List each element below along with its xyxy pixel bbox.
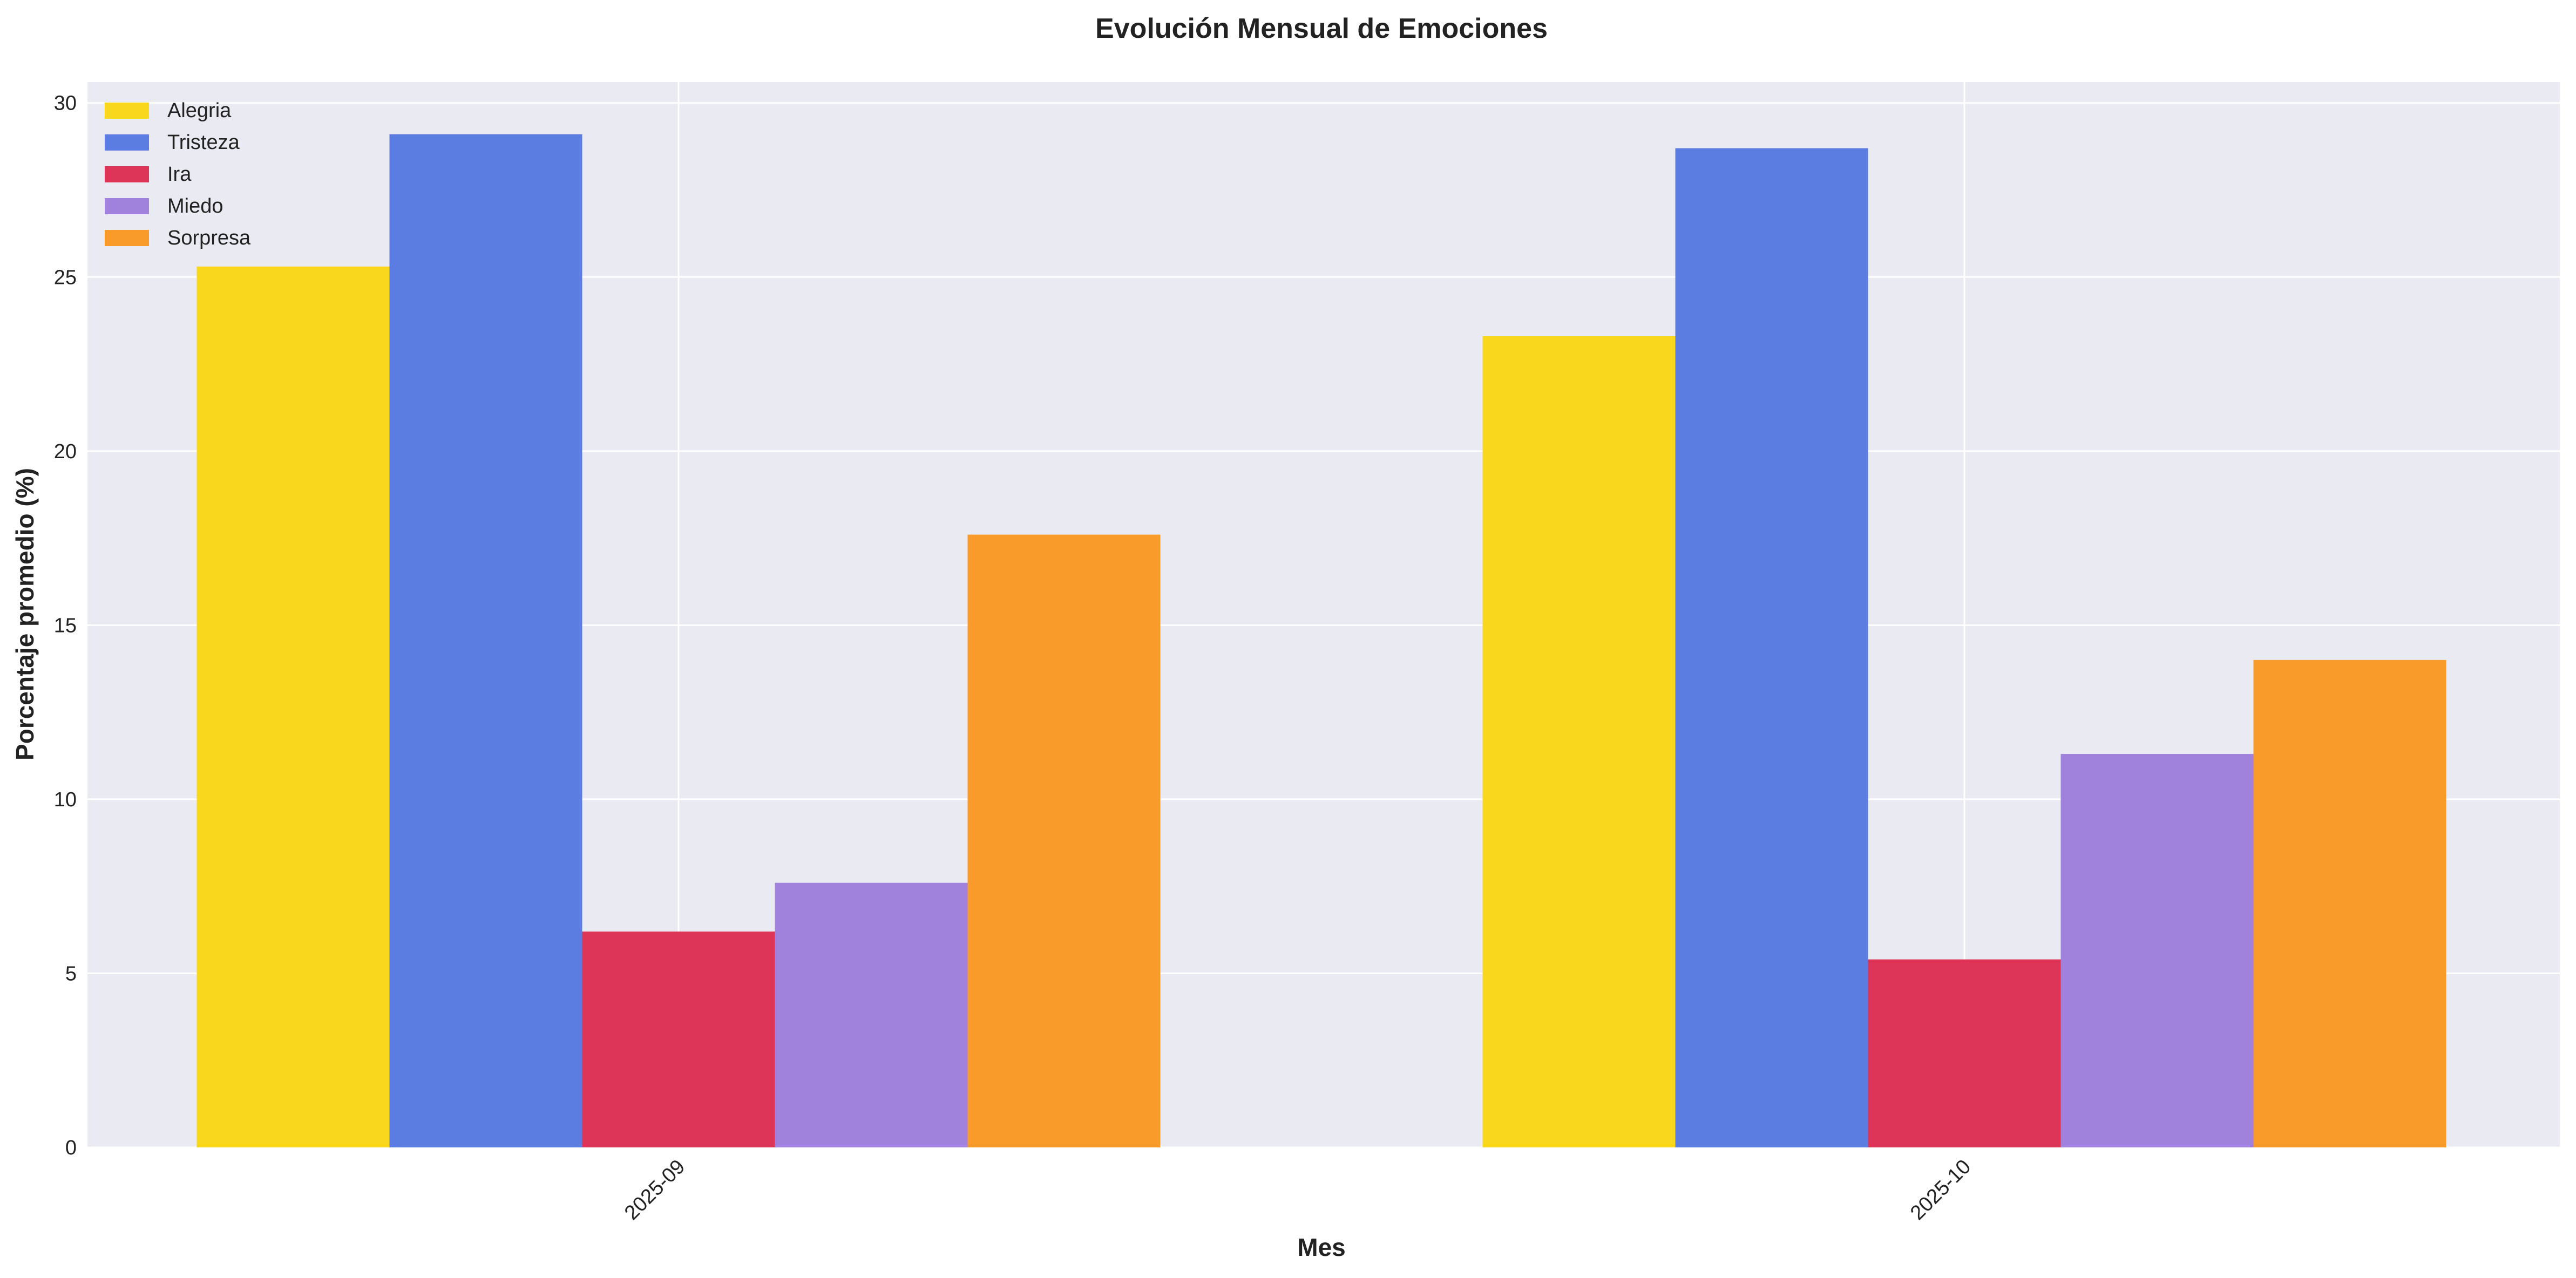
- bar-alegria-2025-09: [196, 266, 390, 1147]
- y-axis-label: Porcentaje promedio (%): [11, 468, 39, 760]
- legend-swatch-alegria: [105, 103, 149, 119]
- x-tick-labels: 2025-09 2025-10: [620, 1155, 1975, 1225]
- bar-sorpresa-2025-10: [2253, 660, 2446, 1147]
- y-tick-label: 15: [54, 614, 77, 637]
- bar-miedo-2025-09: [775, 882, 968, 1147]
- legend-label-alegria: Alegria: [167, 99, 232, 122]
- y-tick-label: 20: [54, 440, 77, 463]
- legend-label-miedo: Miedo: [167, 195, 223, 217]
- legend-label-tristeza: Tristeza: [167, 131, 240, 154]
- legend-swatch-miedo: [105, 198, 149, 214]
- bar-miedo-2025-10: [2060, 754, 2254, 1147]
- legend-label-sorpresa: Sorpresa: [167, 227, 251, 249]
- y-tick-label: 10: [54, 788, 77, 811]
- legend-label-ira: Ira: [167, 163, 192, 186]
- y-tick-label: 30: [54, 92, 77, 115]
- legend: Alegria Tristeza Ira Miedo Sorpresa: [105, 99, 251, 249]
- y-tick-label: 25: [54, 266, 77, 289]
- legend-swatch-sorpresa: [105, 230, 149, 246]
- y-tick-label: 5: [65, 962, 77, 985]
- bar-sorpresa-2025-09: [967, 534, 1161, 1147]
- bar-alegria-2025-10: [1482, 336, 1676, 1147]
- bars-group: [196, 134, 2446, 1148]
- legend-swatch-tristeza: [105, 134, 149, 151]
- x-tick-label: 2025-10: [1906, 1155, 1975, 1225]
- legend-swatch-ira: [105, 166, 149, 182]
- y-tick-label: 0: [65, 1137, 77, 1159]
- y-tick-labels: 0 5 10 15 20 25 30: [54, 92, 77, 1159]
- bar-tristeza-2025-10: [1675, 148, 1868, 1148]
- chart-title: Evolución Mensual de Emociones: [1095, 13, 1548, 44]
- bar-ira-2025-09: [582, 932, 775, 1147]
- bar-tristeza-2025-09: [389, 134, 582, 1148]
- x-axis-label: Mes: [1297, 1233, 1345, 1261]
- bar-ira-2025-10: [1868, 959, 2061, 1147]
- x-tick-label: 2025-09: [620, 1155, 689, 1225]
